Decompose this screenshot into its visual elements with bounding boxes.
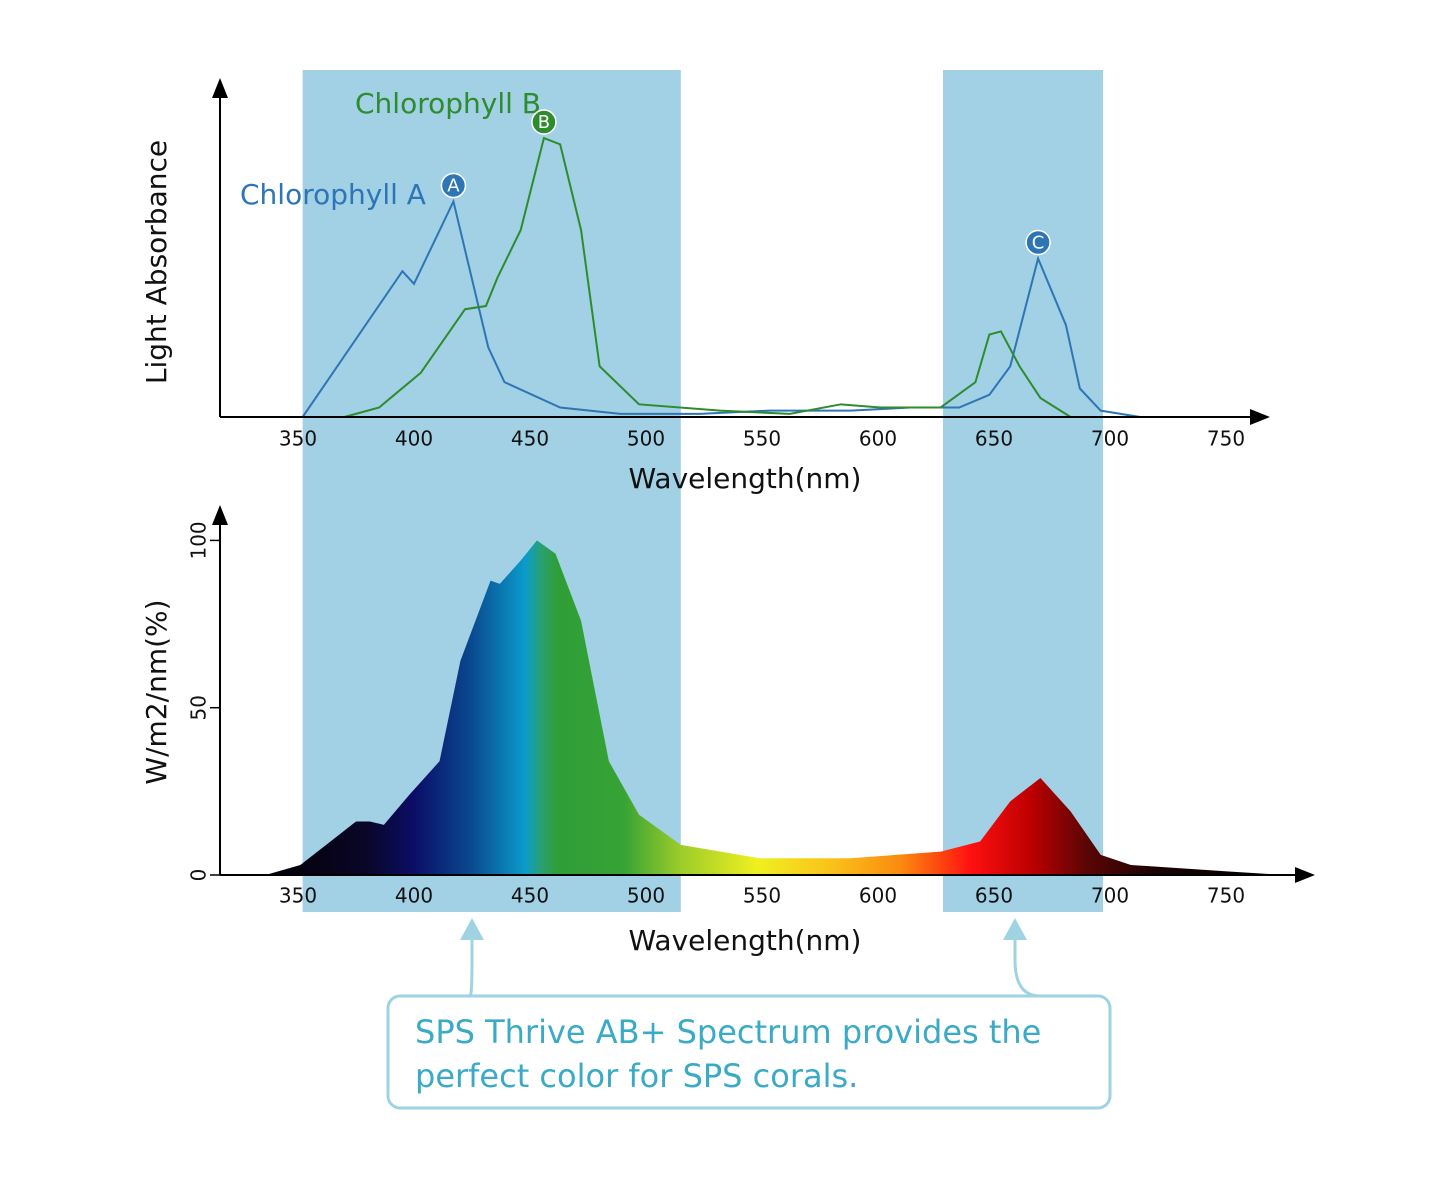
- x-tick-label: 650: [975, 427, 1013, 451]
- x-tick-label: 750: [1207, 427, 1245, 451]
- x-tick-label: 350: [279, 884, 317, 908]
- peak-label: A: [447, 175, 460, 196]
- x-tick-label: 650: [975, 884, 1013, 908]
- area: [265, 540, 1284, 875]
- peak-badge: [440, 172, 467, 199]
- peak-label: C: [1032, 233, 1045, 254]
- y-tick-label: 0: [187, 869, 211, 882]
- x-axis-label: Wavelength(nm): [629, 924, 862, 957]
- x-tick-label: 750: [1207, 884, 1245, 908]
- x-tick-label: 400: [395, 427, 433, 451]
- y-axis-label: W/m2/nm(%): [140, 599, 173, 784]
- x-tick-label: 700: [1091, 427, 1129, 451]
- peak-label: B: [538, 112, 550, 133]
- series-label: Chlorophyll A: [240, 178, 426, 211]
- x-axis-label: Wavelength(nm): [629, 462, 862, 495]
- x-tick-label: 450: [511, 884, 549, 908]
- series-label: Chlorophyll B: [355, 87, 541, 120]
- y-tick-label: 50: [187, 695, 211, 720]
- peak-badge: [1025, 229, 1051, 256]
- callout: SPS Thrive AB+ Spectrum provides the per…: [386, 918, 1112, 1110]
- x-tick-label: 350: [279, 427, 317, 451]
- y-tick-label: 100: [187, 521, 211, 559]
- peak-badge: [531, 109, 557, 135]
- highlight-band: [942, 70, 1104, 912]
- x-tick-label: 500: [627, 884, 665, 908]
- x-tick-label: 500: [627, 427, 665, 451]
- line: [344, 136, 1072, 418]
- x-tick-label: 700: [1091, 884, 1129, 908]
- callout-text: SPS Thrive AB+ Spectrum provides the: [415, 1013, 1041, 1051]
- x-tick-label: 600: [859, 884, 897, 908]
- x-tick-label: 550: [743, 427, 781, 451]
- x-tick-label: 450: [511, 427, 549, 451]
- x-tick-label: 400: [395, 884, 433, 908]
- callout-text: perfect color for SPS corals.: [415, 1057, 858, 1095]
- x-tick-label: 550: [743, 884, 781, 908]
- y-axis-label: Light Absorbance: [140, 140, 173, 384]
- x-tick-label: 600: [859, 427, 897, 451]
